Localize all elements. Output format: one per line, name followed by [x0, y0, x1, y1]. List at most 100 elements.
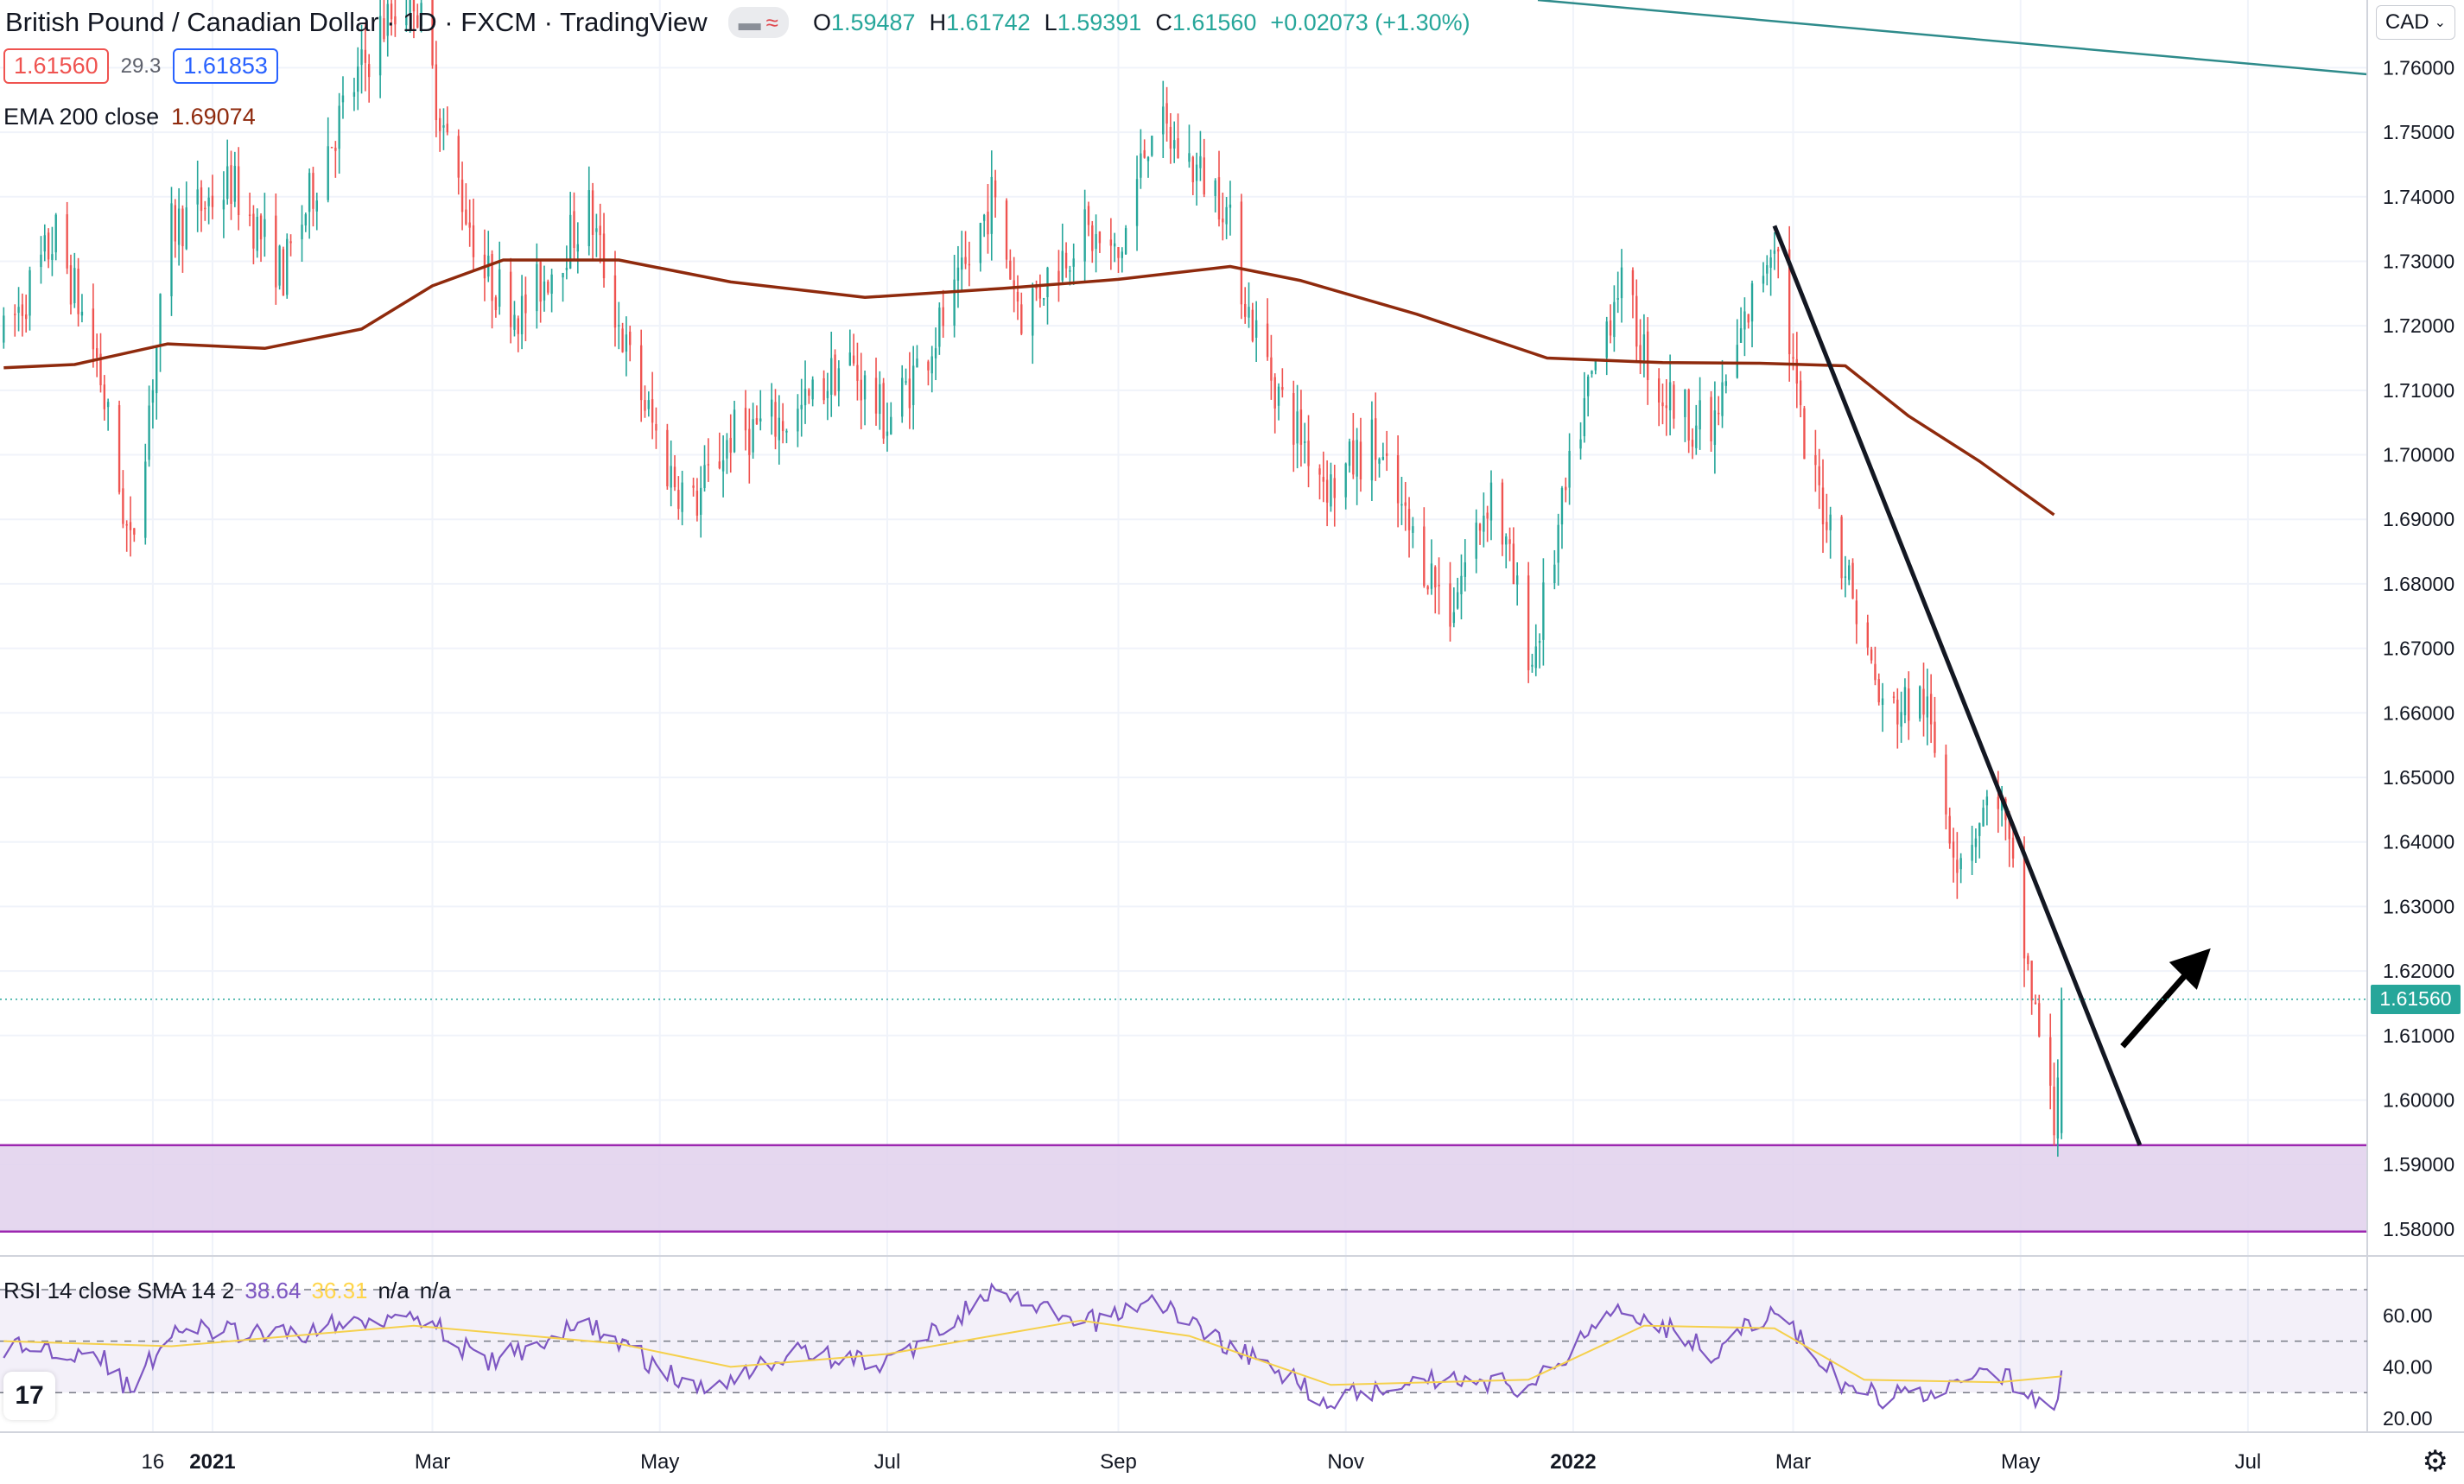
last-price-tag: 1.61560: [2371, 984, 2461, 1014]
candle-body: [1762, 276, 1765, 284]
time-axis-label: 16: [142, 1450, 165, 1474]
tradingview-logo-icon[interactable]: 17: [3, 1372, 55, 1420]
candle-body: [520, 295, 524, 334]
candle-body: [2049, 1037, 2052, 1086]
candle-body: [159, 294, 162, 346]
candle-body: [562, 272, 564, 278]
candle-body: [1982, 808, 1985, 827]
candle-body: [602, 233, 606, 279]
indicator-visibility-toggle[interactable]: ▬ ≈: [727, 7, 789, 38]
candle-body: [1586, 376, 1590, 396]
candle-body: [837, 368, 841, 391]
candle-body: [1773, 250, 1776, 254]
candle-body: [1668, 382, 1672, 410]
candle-body: [942, 307, 944, 327]
candle-body: [595, 228, 598, 232]
currency-button[interactable]: CAD ⌄: [2375, 5, 2455, 40]
candle-body: [1400, 504, 1403, 506]
candle-body: [1542, 582, 1545, 640]
candle-body: [1412, 526, 1414, 533]
candle-body: [1516, 575, 1519, 585]
candle-body: [1896, 700, 1899, 725]
candle-body: [1203, 157, 1205, 195]
candle-body: [289, 241, 292, 244]
candle-body: [222, 200, 225, 210]
candle-body: [1072, 258, 1075, 267]
candle-body: [797, 409, 799, 432]
candle-body: [170, 203, 173, 296]
candle-body: [1591, 371, 1593, 374]
candle-body: [1743, 311, 1746, 330]
candle-body: [1721, 382, 1724, 416]
candle-body: [1381, 456, 1385, 460]
gear-icon[interactable]: ⚙: [2422, 1445, 2448, 1478]
buy-button[interactable]: 1.61853: [173, 48, 278, 84]
candle-body: [599, 225, 601, 236]
symbol-title[interactable]: British Pound / Canadian Dollar · 1D · F…: [5, 7, 708, 37]
candle-body: [1452, 612, 1456, 624]
candle-body: [938, 308, 941, 347]
candle-body: [1736, 345, 1738, 378]
candle-body: [1974, 838, 1978, 847]
candle-body: [1594, 360, 1597, 371]
candle-body: [982, 214, 986, 221]
candle-body: [1508, 539, 1511, 544]
candle-body: [1113, 243, 1116, 247]
candle-body: [852, 355, 855, 364]
candle-body: [1959, 858, 1962, 870]
candle-body: [409, 0, 411, 14]
candle-body: [1151, 136, 1153, 156]
candle-body: [1631, 270, 1635, 295]
candle-body: [565, 268, 568, 270]
candle-body: [927, 361, 930, 371]
candle-body: [1553, 564, 1556, 584]
candle-body: [1214, 180, 1216, 196]
sell-button[interactable]: 1.61560: [3, 48, 109, 84]
candle-body: [673, 466, 676, 487]
candle-body: [405, 16, 408, 26]
candle-body: [670, 466, 672, 488]
rsi-legend-label: RSI 14 close SMA 14 2: [3, 1278, 235, 1303]
candle-body: [499, 269, 501, 308]
candle-body: [778, 417, 781, 441]
candle-body: [826, 390, 829, 398]
candle-body: [1173, 140, 1176, 149]
candle-body: [666, 429, 669, 486]
candle-body: [886, 431, 889, 436]
candle-body: [43, 235, 46, 252]
candle-body: [14, 314, 16, 315]
candle-body: [695, 491, 699, 516]
candle-body: [536, 263, 538, 312]
candle-body: [1945, 754, 1947, 815]
candle-body: [1505, 536, 1508, 545]
candle-body: [1486, 512, 1489, 519]
candle-body: [315, 200, 318, 212]
rsi-legend-na-1: n/a: [378, 1278, 410, 1303]
rsi-legend[interactable]: RSI 14 close SMA 14 2 38.64 36.31 n/a n/…: [3, 1278, 451, 1304]
candle-body: [692, 485, 695, 488]
ema-legend[interactable]: EMA 200 close 1.69074: [3, 104, 256, 130]
candle-body: [733, 409, 736, 453]
price-axis-label: 1.76000: [2383, 56, 2454, 79]
price-axis-label: 1.74000: [2383, 186, 2454, 208]
candle-body: [1900, 712, 1902, 727]
candle-body: [457, 136, 460, 178]
candle-body: [431, 0, 434, 66]
candle-body: [275, 215, 277, 288]
candle-body: [66, 214, 68, 269]
candle-body: [51, 254, 54, 260]
price-axis-label: 1.61000: [2383, 1024, 2454, 1047]
candle-body: [1691, 440, 1694, 447]
wave-icon: ≈: [765, 9, 778, 35]
close-value: 1.61560: [1172, 9, 1257, 35]
candle-body: [1803, 408, 1806, 460]
candle-body: [174, 205, 176, 242]
candle-body: [1583, 397, 1586, 436]
candle-body: [252, 213, 255, 249]
ohlc-readout: O1.59487 H1.61742 L1.59391 C1.61560 +0.0…: [813, 10, 1470, 36]
candle-body: [1356, 440, 1358, 477]
candle-body: [1799, 380, 1802, 406]
candle-body: [1426, 586, 1429, 590]
price-axis-label: 1.62000: [2383, 960, 2454, 982]
